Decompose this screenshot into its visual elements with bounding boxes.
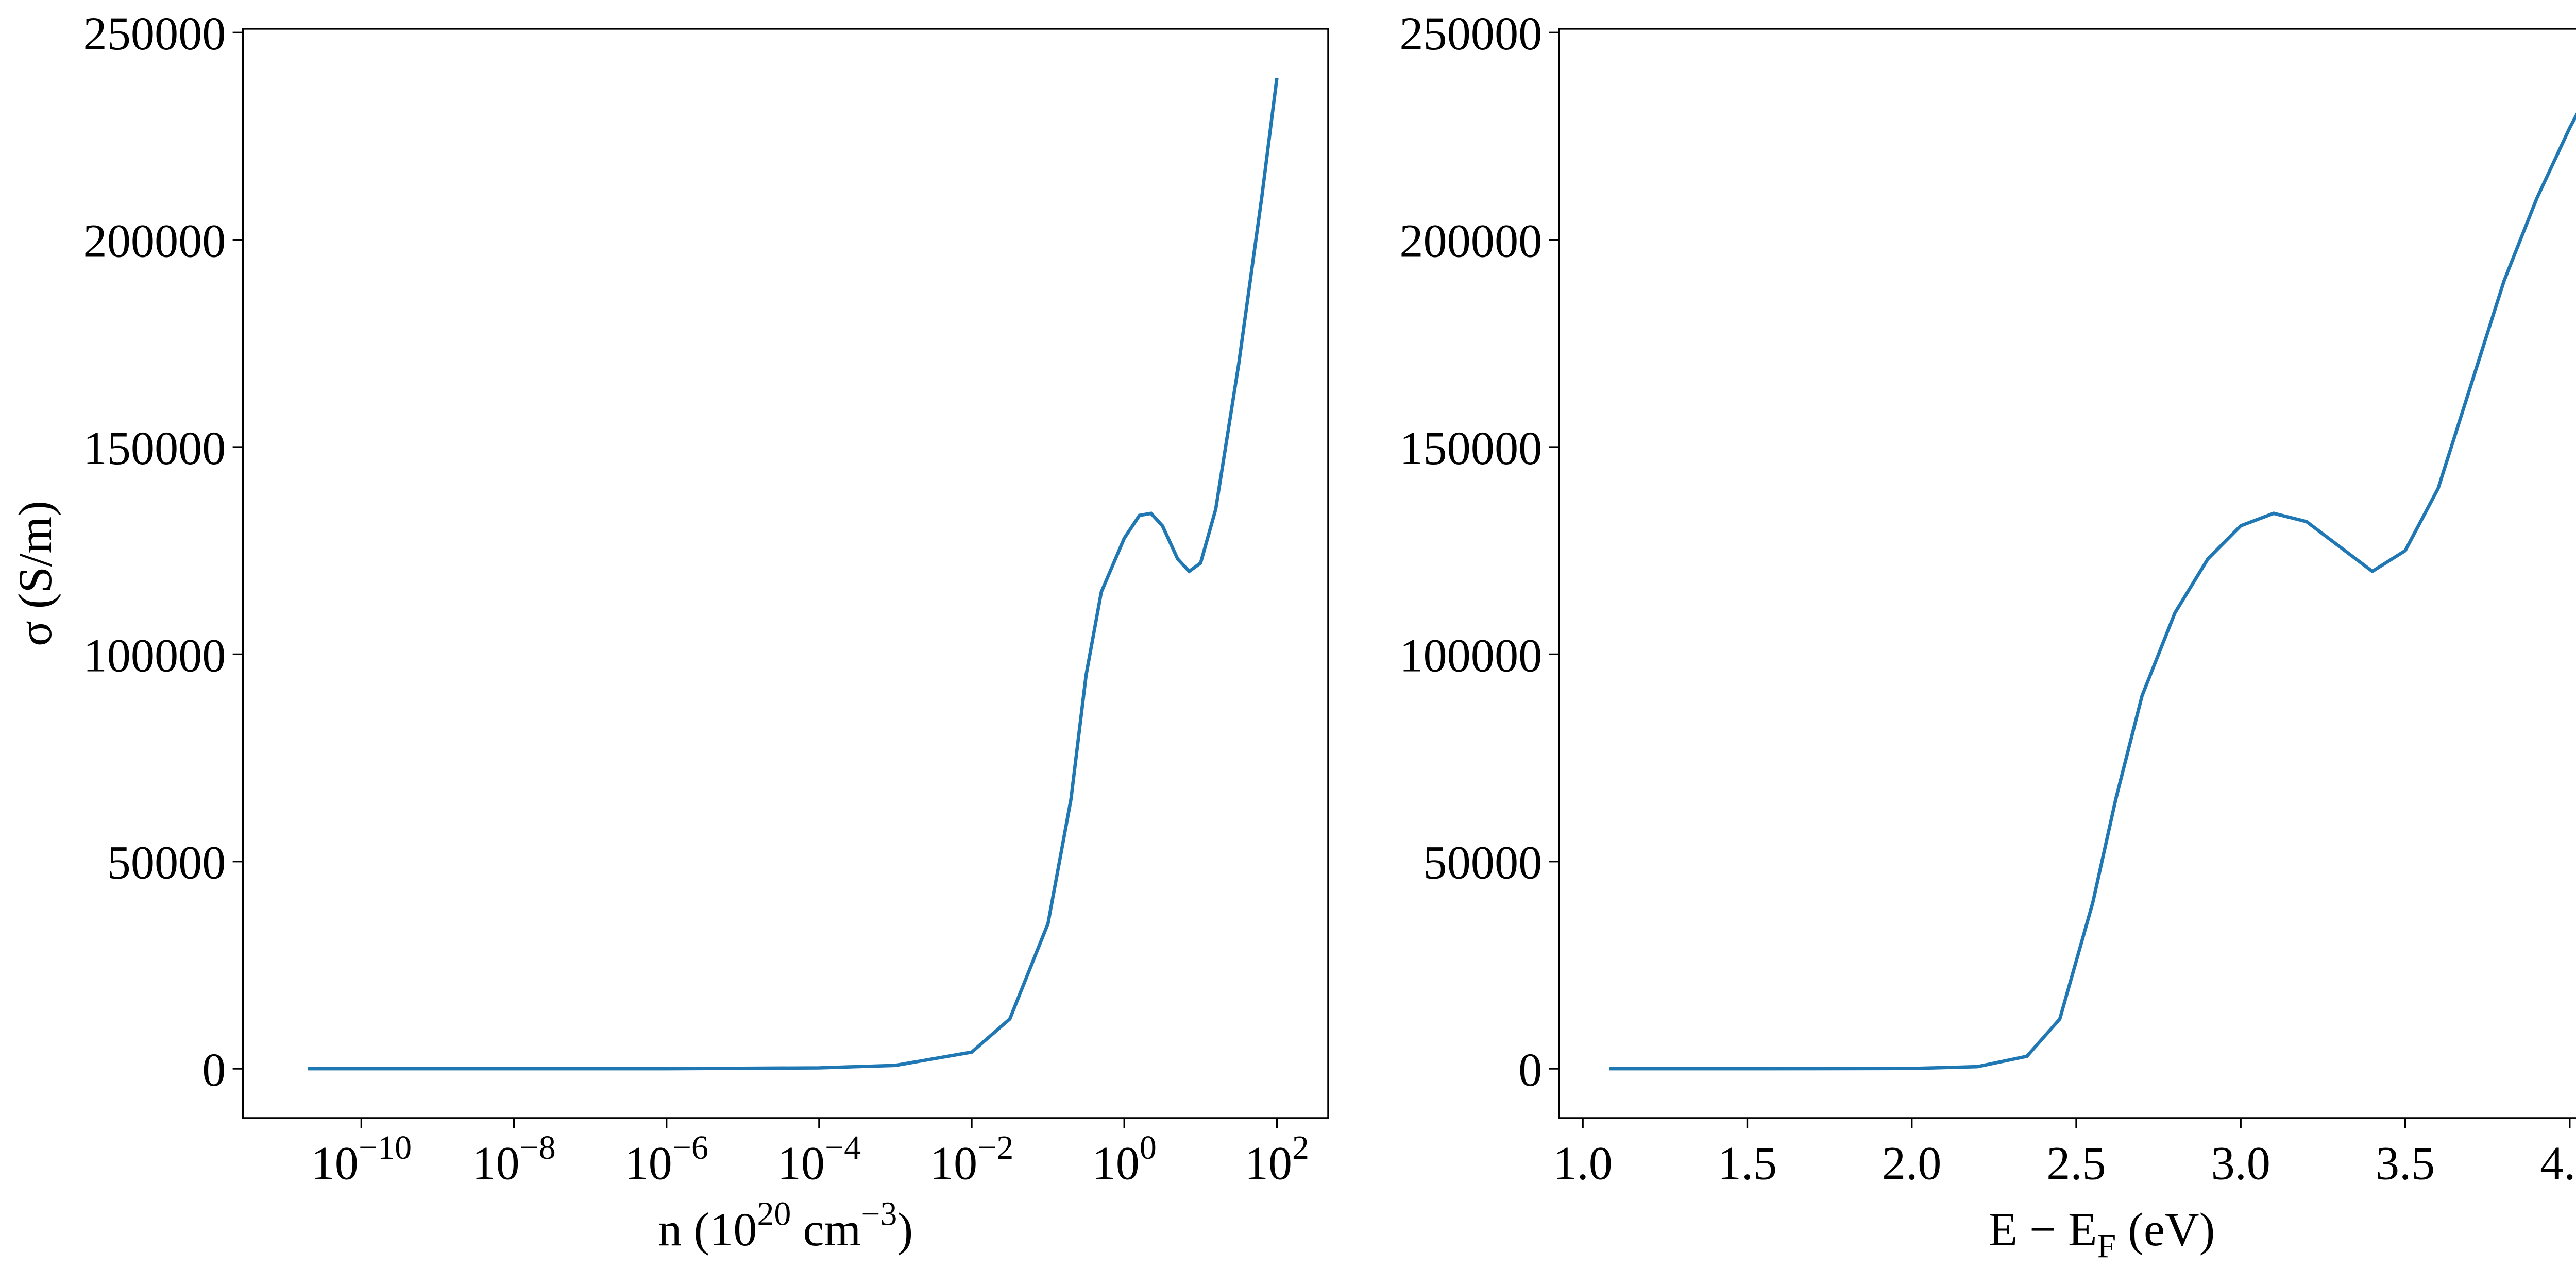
y-tick-label: 100000 xyxy=(1399,629,1542,681)
tick-exponent: 2 xyxy=(1292,1129,1309,1167)
tick-base: 10 xyxy=(311,1137,359,1189)
tick-base: 10 xyxy=(930,1137,977,1189)
x-axis-label: E − EF (eV) xyxy=(1989,1203,2215,1265)
tick-exponent: −4 xyxy=(825,1129,861,1167)
label-part: E − E xyxy=(1989,1203,2097,1256)
tick-exponent: −2 xyxy=(977,1129,1013,1167)
y-tick-label: 150000 xyxy=(83,422,226,474)
y-tick-label: 150000 xyxy=(1399,422,1542,474)
y-tick-label: 200000 xyxy=(83,215,226,267)
x-axis-label: n (1020 cm−3) xyxy=(658,1195,913,1256)
x-tick-label: 10−10 xyxy=(311,1129,412,1190)
x-tick-label: 3.5 xyxy=(2376,1137,2435,1189)
tick-exponent: 0 xyxy=(1140,1129,1157,1167)
label-script: 20 xyxy=(757,1195,791,1232)
tick-exponent: −8 xyxy=(520,1129,556,1167)
label-script: F xyxy=(2097,1227,2116,1265)
label-part: cm xyxy=(791,1203,861,1256)
tick-exponent: −6 xyxy=(672,1129,708,1167)
data-line xyxy=(308,78,1279,1071)
x-tick-label: 10−2 xyxy=(930,1129,1013,1190)
y-tick-label: 0 xyxy=(202,1043,226,1096)
label-part: ) xyxy=(897,1203,913,1256)
plot-frame xyxy=(242,28,1329,1119)
tick-base: 10 xyxy=(1092,1137,1140,1189)
y-tick-label: 250000 xyxy=(83,7,226,60)
tick-base: 10 xyxy=(624,1137,672,1189)
y-tick-label: 50000 xyxy=(107,836,226,889)
x-tick-label: 2.5 xyxy=(2046,1137,2106,1189)
label-part: (eV) xyxy=(2116,1203,2215,1256)
x-tick-label: 100 xyxy=(1092,1129,1157,1190)
y-tick-label: 0 xyxy=(1518,1043,1542,1096)
y-tick-label: 100000 xyxy=(83,629,226,681)
data-line xyxy=(1609,112,2576,1071)
plot-frame xyxy=(1558,28,2576,1119)
label-part: n (10 xyxy=(658,1203,757,1256)
x-tick-label: 2.0 xyxy=(1882,1137,1941,1189)
label-script: −3 xyxy=(861,1195,897,1232)
x-tick-label: 3.0 xyxy=(2211,1137,2270,1189)
x-tick-label: 1.0 xyxy=(1553,1137,1613,1189)
x-tick-label: 1.5 xyxy=(1718,1137,1777,1189)
tick-base: 10 xyxy=(777,1137,825,1189)
x-tick-label: 10−4 xyxy=(777,1129,861,1190)
y-tick-label: 250000 xyxy=(1399,7,1542,60)
y-tick-label: 200000 xyxy=(1399,215,1542,267)
y-axis-label: σ (S/m) xyxy=(9,501,61,646)
x-tick-label: 10−8 xyxy=(472,1129,555,1190)
x-tick-label: 102 xyxy=(1245,1129,1309,1190)
tick-base: 10 xyxy=(1245,1137,1292,1189)
x-tick-label: 10−6 xyxy=(624,1129,708,1190)
tick-base: 10 xyxy=(472,1137,519,1189)
x-tick-label: 4.0 xyxy=(2540,1137,2576,1189)
tick-exponent: −10 xyxy=(359,1129,412,1167)
y-tick-label: 50000 xyxy=(1423,836,1543,889)
